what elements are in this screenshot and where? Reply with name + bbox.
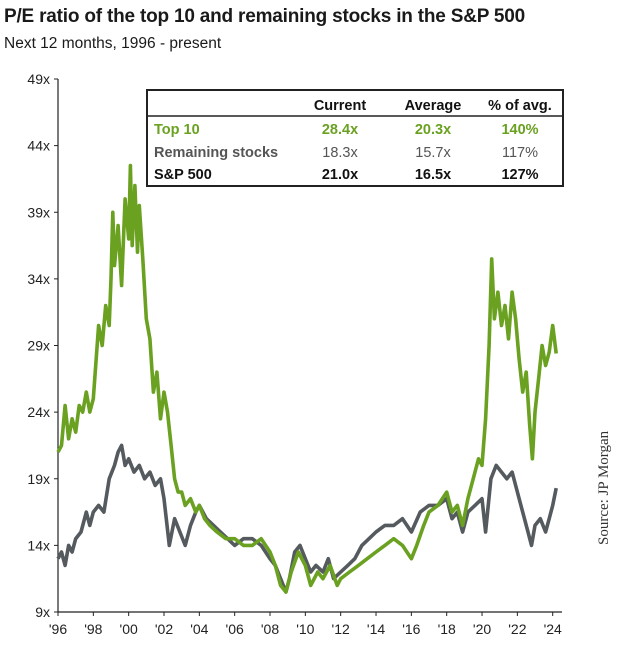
y-tick-label: 9x <box>35 604 50 620</box>
x-tick-label: '20 <box>473 621 491 637</box>
header-average: Average <box>405 98 462 114</box>
x-tick-label: '06 <box>226 621 244 637</box>
x-tick-label: '02 <box>155 621 173 637</box>
row-sp500-average: 16.5x <box>415 167 451 183</box>
chart-axes: 9x 14x 19x 24x 29x 34x 39x 44x 49x '96 '98 '00 '02 '0… <box>27 71 562 637</box>
x-tick-label: '00 <box>120 621 138 637</box>
y-tick-label: 39x <box>27 204 50 220</box>
row-sp500-pct: 127% <box>501 167 538 183</box>
y-tick-label: 14x <box>27 537 50 553</box>
row-sp500-label: S&P 500 <box>154 167 212 183</box>
row-remaining-pct: 117% <box>502 145 538 161</box>
y-tick-label: 49x <box>27 71 50 87</box>
y-tick-label: 44x <box>27 138 50 154</box>
chart-subtitle: Next 12 months, 1996 - present <box>4 35 222 52</box>
summary-table: Current Average % of avg. Top 10 28.4x 2… <box>146 89 564 187</box>
x-tick-label: '22 <box>508 621 526 637</box>
series-line-top-10 <box>56 163 558 594</box>
y-tick-label: 24x <box>27 404 50 420</box>
summary-table-border <box>146 89 564 187</box>
row-top10-pct: 140% <box>501 122 538 138</box>
row-remaining-current: 18.3x <box>322 145 358 161</box>
y-tick-label: 19x <box>27 471 50 487</box>
x-tick-label: '16 <box>402 621 420 637</box>
x-tick-label: '96 <box>49 621 67 637</box>
header-pct-of-avg: % of avg. <box>488 98 552 114</box>
row-sp500-current: 21.0x <box>322 167 358 183</box>
x-tick-label: '04 <box>190 621 208 637</box>
chart-lines <box>56 163 558 594</box>
x-tick-label: '12 <box>332 621 350 637</box>
x-tick-label: '10 <box>296 621 314 637</box>
x-tick-label: '08 <box>261 621 279 637</box>
x-tick-label: '98 <box>84 621 102 637</box>
row-top10-average: 20.3x <box>415 122 451 138</box>
x-tick-label: '24 <box>544 621 562 637</box>
header-current: Current <box>314 98 367 114</box>
row-remaining-average: 15.7x <box>415 145 451 161</box>
y-tick-label: 34x <box>27 271 50 287</box>
row-top10-label: Top 10 <box>154 122 200 138</box>
source-note: Source: JP Morgan <box>596 430 612 545</box>
chart-title: P/E ratio of the top 10 and remaining st… <box>4 6 526 27</box>
x-tick-label: '18 <box>438 621 456 637</box>
y-tick-label: 29x <box>27 338 50 354</box>
row-top10-current: 28.4x <box>322 122 358 138</box>
x-tick-label: '14 <box>367 621 385 637</box>
row-remaining-label: Remaining stocks <box>154 145 278 161</box>
